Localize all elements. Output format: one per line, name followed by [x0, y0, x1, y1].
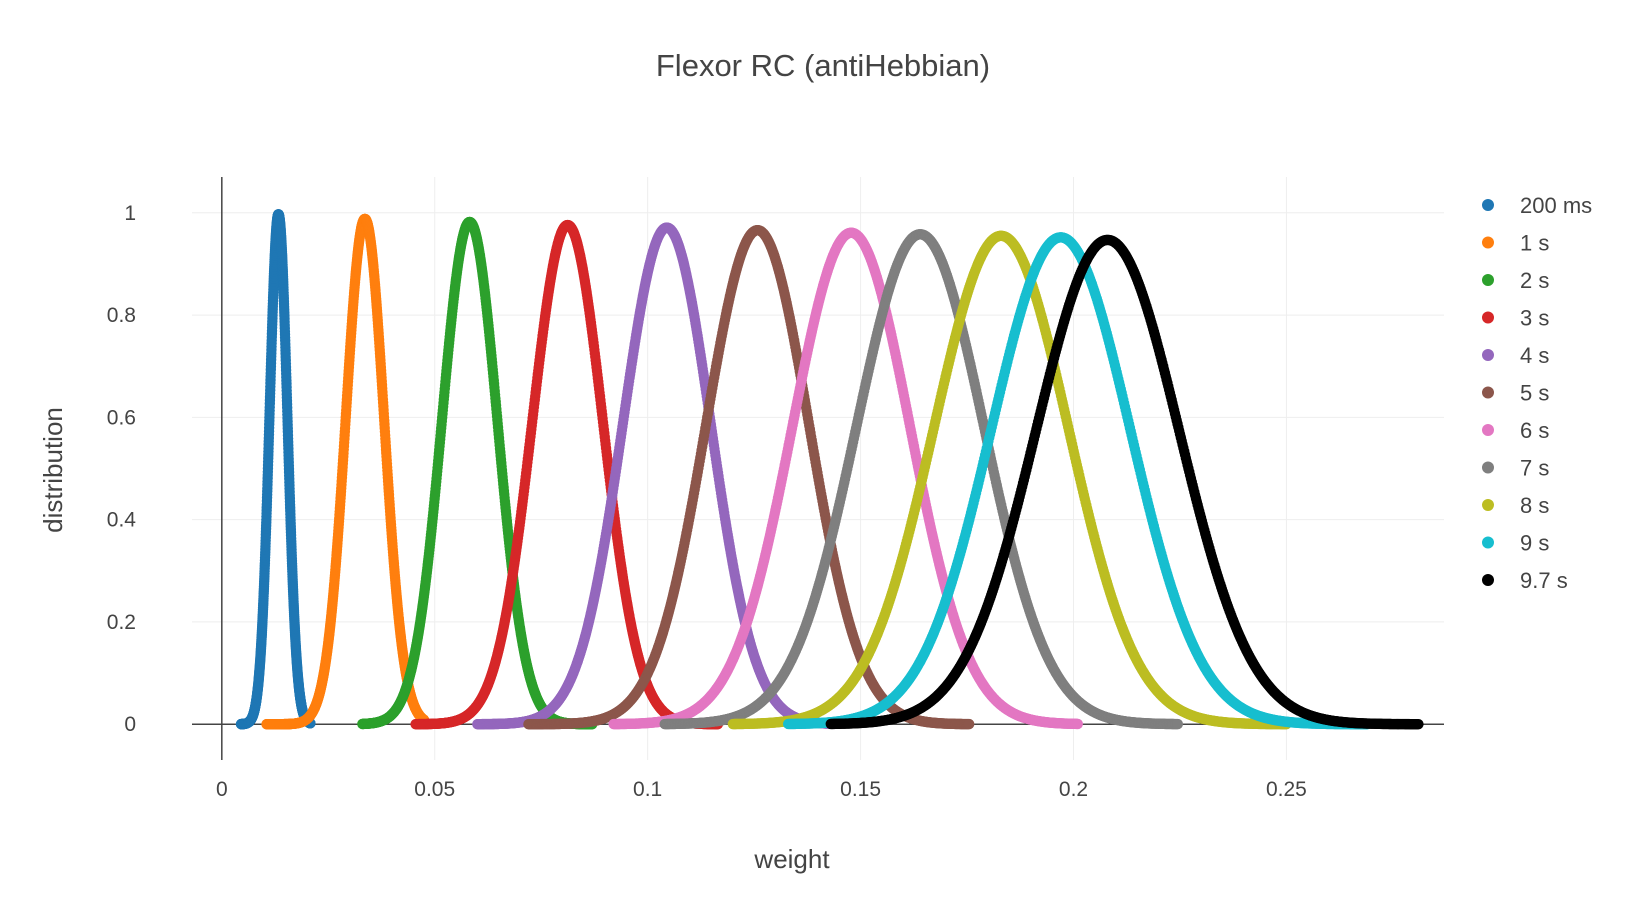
series-1-s	[261, 213, 430, 730]
data-point	[963, 718, 975, 730]
chart-title: Flexor RC (antiHebbian)	[656, 48, 990, 83]
data-point	[1072, 718, 1083, 730]
plot-area	[235, 209, 1424, 730]
